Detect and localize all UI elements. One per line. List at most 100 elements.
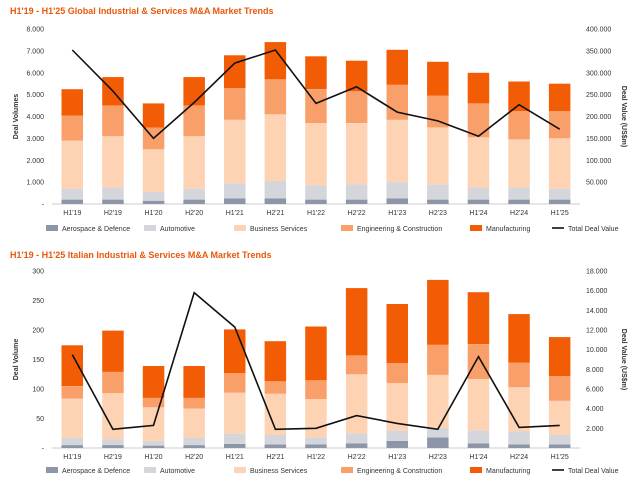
y2-tick-label: 10.000 bbox=[586, 347, 608, 354]
y-tick-label: 8.000 bbox=[26, 27, 44, 34]
bar-segment bbox=[508, 387, 530, 432]
bar-segment bbox=[102, 330, 124, 372]
bar-segment bbox=[508, 314, 530, 363]
y-axis-title: Deal Volume bbox=[13, 339, 20, 381]
bar-segment bbox=[345, 443, 368, 448]
legend-swatch bbox=[234, 467, 246, 473]
x-tick-label: H2'23 bbox=[429, 454, 447, 461]
bar-segment bbox=[224, 373, 246, 393]
y-axis-title: Deal Volumes bbox=[13, 94, 20, 139]
bar-segment bbox=[102, 371, 124, 394]
bar-segment bbox=[467, 72, 490, 104]
x-tick-label: H1'24 bbox=[469, 454, 487, 461]
y-tick-label: 2.000 bbox=[26, 158, 44, 165]
bar-segment bbox=[345, 60, 368, 92]
bar-segment bbox=[142, 366, 165, 398]
y2-tick-label: 4.000 bbox=[586, 406, 604, 413]
legend-swatch bbox=[234, 225, 246, 231]
bar-segment bbox=[305, 326, 327, 381]
bar-segment bbox=[183, 136, 205, 189]
bar-segment bbox=[386, 430, 408, 441]
bar-segment bbox=[386, 49, 408, 85]
bar-segment bbox=[305, 437, 327, 445]
y-tick-label: 250 bbox=[32, 298, 44, 305]
bar-segment bbox=[61, 89, 83, 116]
y2-tick-label: 8.000 bbox=[586, 367, 604, 374]
bar-segment bbox=[61, 188, 83, 200]
x-tick-label: H2'22 bbox=[348, 454, 366, 461]
bar-segment bbox=[224, 198, 246, 204]
bar-segment bbox=[305, 399, 327, 438]
legend-swatch bbox=[470, 225, 482, 231]
y-tick-label: 150 bbox=[32, 357, 44, 364]
bar-segment bbox=[548, 188, 571, 200]
bar-segment bbox=[61, 115, 83, 141]
bar-segment bbox=[305, 123, 327, 186]
bar-segment bbox=[467, 103, 490, 138]
legend-label: Total Deal Value bbox=[568, 468, 619, 475]
bar-segment bbox=[142, 200, 165, 204]
bar-segment bbox=[102, 187, 124, 200]
bar-segment bbox=[264, 444, 287, 448]
bar-segment bbox=[345, 91, 368, 123]
bar-segment bbox=[305, 56, 327, 90]
bar-segment bbox=[467, 292, 490, 345]
bar-segment bbox=[61, 386, 83, 399]
chart-title-global: H1'19 - H1'25 Global Industrial & Servic… bbox=[10, 6, 274, 16]
y2-tick-label: 200.000 bbox=[586, 114, 611, 121]
bar-segment bbox=[61, 199, 83, 204]
x-tick-label: H1'20 bbox=[144, 454, 162, 461]
y-tick-label: 100 bbox=[32, 387, 44, 394]
bar-segment bbox=[467, 379, 490, 431]
x-tick-label: H1'25 bbox=[551, 210, 569, 217]
x-tick-label: H1'19 bbox=[63, 210, 81, 217]
bar-segment bbox=[427, 199, 449, 204]
bar-segment bbox=[224, 88, 246, 120]
x-tick-label: H1'22 bbox=[307, 454, 325, 461]
bar-segment bbox=[508, 362, 530, 388]
bar-segment bbox=[508, 81, 530, 111]
bar-segment bbox=[345, 199, 368, 204]
y-tick-label: 3.000 bbox=[26, 136, 44, 143]
chart-title-italian: H1'19 - H1'25 Italian Industrial & Servi… bbox=[10, 250, 272, 260]
legend-swatch bbox=[46, 225, 58, 231]
bar-segment bbox=[183, 366, 205, 398]
bar-segment bbox=[305, 199, 327, 204]
x-tick-label: H1'22 bbox=[307, 210, 325, 217]
bar-segment bbox=[386, 304, 408, 363]
legend-swatch bbox=[341, 225, 353, 231]
bar-segment bbox=[386, 84, 408, 120]
x-tick-label: H2'20 bbox=[185, 210, 203, 217]
y2-tick-label: 250.000 bbox=[586, 92, 611, 99]
legend-swatch bbox=[46, 467, 58, 473]
x-tick-label: H1'20 bbox=[144, 210, 162, 217]
bar-segment bbox=[264, 393, 287, 435]
bar-segment bbox=[224, 392, 246, 434]
x-tick-label: H2'21 bbox=[266, 454, 284, 461]
y2-tick-label: 300.000 bbox=[586, 70, 611, 77]
bar-segment bbox=[305, 380, 327, 399]
bar-segment bbox=[508, 111, 530, 140]
bar-segment bbox=[386, 198, 408, 204]
bar-segment bbox=[427, 184, 449, 200]
bar-segment bbox=[305, 185, 327, 200]
y2-axis-title: Deal Value (US$m) bbox=[620, 329, 627, 390]
total-deal-value-line bbox=[71, 291, 560, 431]
legend-swatch bbox=[144, 467, 156, 473]
legend-swatch bbox=[470, 467, 482, 473]
bar-segment bbox=[61, 140, 83, 189]
bar-segment bbox=[508, 199, 530, 204]
x-tick-label: H1'21 bbox=[226, 454, 244, 461]
bar-segment bbox=[467, 137, 490, 188]
x-tick-label: H1'21 bbox=[226, 210, 244, 217]
x-tick-label: H1'25 bbox=[551, 454, 569, 461]
legend-label: Engineering & Construction bbox=[357, 468, 442, 475]
bar-segment bbox=[224, 329, 246, 374]
y2-tick-label: 18.000 bbox=[586, 269, 608, 276]
bar-segment bbox=[548, 83, 571, 111]
bar-segment bbox=[264, 341, 287, 382]
bar-segment bbox=[102, 199, 124, 204]
bar-segment bbox=[183, 199, 205, 204]
bar-segment bbox=[61, 445, 83, 448]
